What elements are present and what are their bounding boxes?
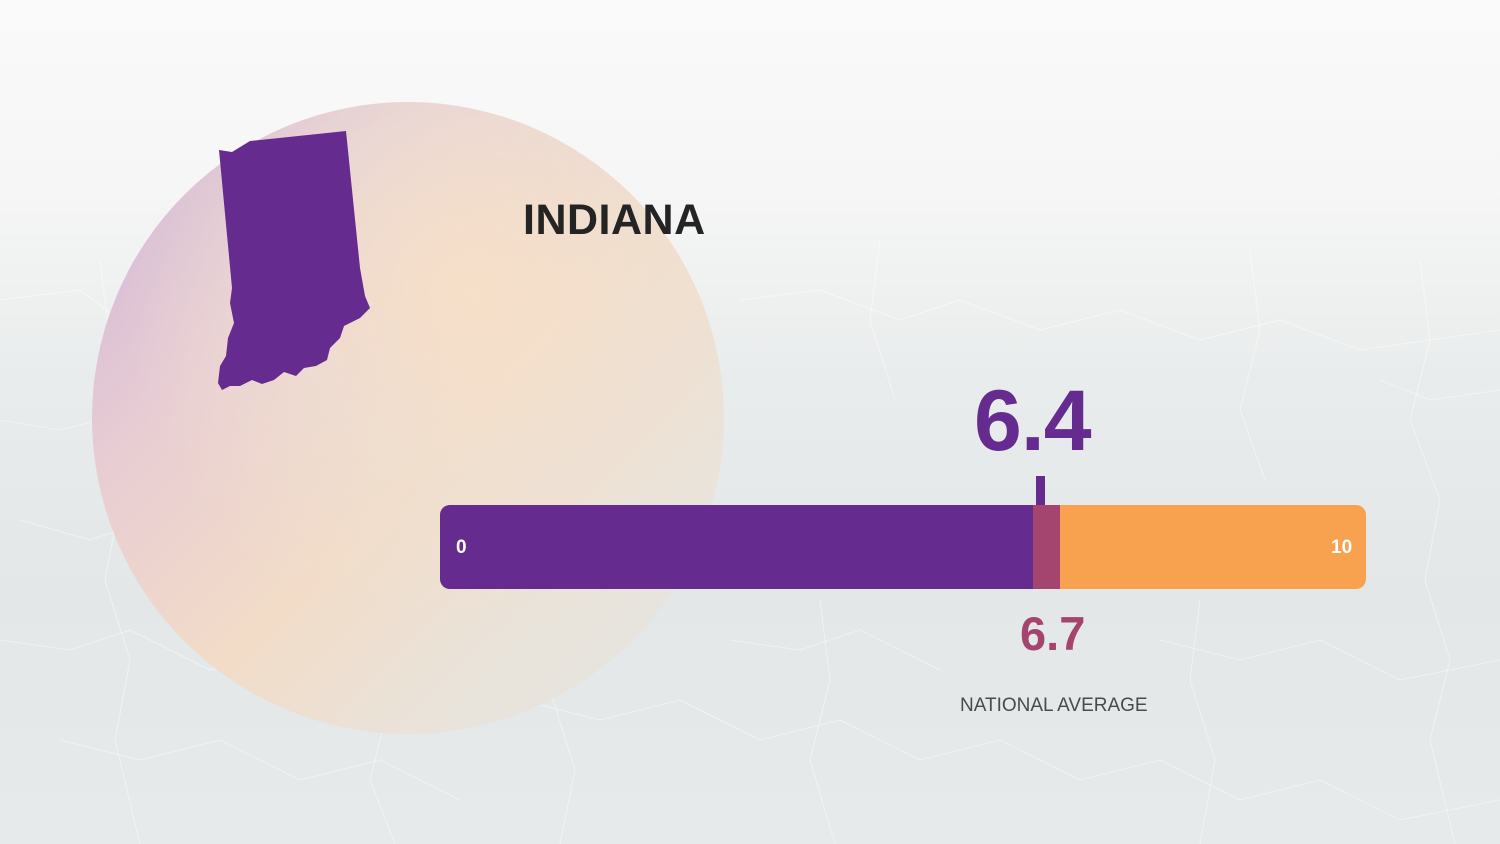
score-bar-track bbox=[440, 505, 1366, 589]
scale-max-label: 10 bbox=[1331, 537, 1353, 558]
national-average-value: 6.7 bbox=[1020, 607, 1086, 660]
state-score-marker bbox=[1036, 476, 1045, 506]
indiana-state-silhouette-icon bbox=[218, 131, 370, 390]
national-average-label: NATIONAL AVERAGE bbox=[960, 695, 1148, 716]
state-name-heading: INDIANA bbox=[523, 196, 706, 244]
scale-min-label: 0 bbox=[456, 537, 467, 558]
background-gradient-circle bbox=[92, 102, 724, 734]
national-average-gap-bar bbox=[1032, 505, 1061, 589]
state-score-bar bbox=[440, 505, 1033, 589]
state-score-value: 6.4 bbox=[974, 373, 1092, 469]
